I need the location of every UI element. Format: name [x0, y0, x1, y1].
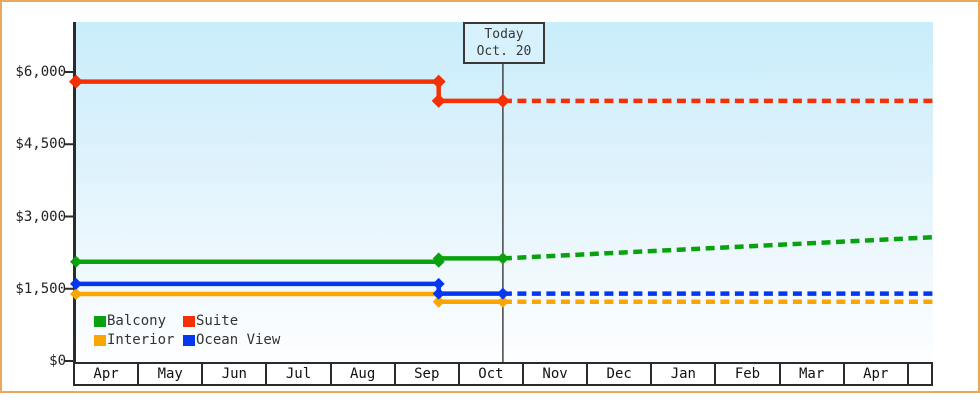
series-marker-ocean-view: [496, 287, 509, 300]
x-axis-month-label: Oct: [460, 364, 524, 384]
legend-item-interior: Interior: [94, 332, 183, 348]
x-axis-month-label: Mar: [781, 364, 845, 384]
price-chart-frame: $6,000 $4,500 $3,000 $1,500 $0 Today Oct. 20…: [0, 0, 980, 393]
series-marker-suite: [431, 74, 446, 89]
x-axis-month-label: Apr: [845, 364, 909, 384]
series-marker-balcony: [496, 252, 509, 265]
series-marker-interior: [432, 295, 445, 308]
y-axis-label: $3,000: [15, 208, 66, 225]
legend-item-suite: Suite: [183, 313, 280, 329]
y-axis-line: [73, 22, 76, 362]
y-axis-label: $0: [49, 353, 66, 369]
x-axis-month-label: Feb: [716, 364, 781, 384]
x-axis-month-label: Sep: [396, 364, 460, 384]
legend-label: Suite: [196, 313, 239, 329]
today-label: Today: [484, 27, 524, 42]
series-marker-ocean-view: [70, 277, 82, 290]
legend-item-balcony: Balcony: [94, 313, 183, 329]
y-axis-label: $4,500: [15, 136, 66, 153]
series-marker-balcony: [432, 252, 445, 265]
series-marker-suite: [495, 93, 510, 108]
x-axis-month-label: Nov: [524, 364, 589, 384]
series-marker-suite: [69, 74, 83, 89]
x-axis-month-label: Apr: [75, 364, 140, 384]
series-marker-balcony: [70, 255, 82, 268]
legend-label: Interior: [107, 332, 175, 348]
chart-legend: Balcony Suite Interior Ocean View: [94, 313, 280, 348]
y-axis-label: $1,500: [15, 280, 66, 297]
x-axis-month-strip: Apr May Jun Jul Aug Sep Oct Nov Dec Jan Feb Mar Apr: [73, 362, 933, 386]
x-axis-partial-cell: [909, 364, 931, 384]
x-axis-month-label: Jan: [652, 364, 717, 384]
today-marker-box: Today Oct. 20: [463, 22, 545, 64]
legend-item-ocean-view: Ocean View: [183, 332, 280, 348]
x-axis-month-label: Dec: [588, 364, 653, 384]
series-marker-ocean-view: [432, 277, 445, 290]
legend-label: Ocean View: [196, 332, 281, 348]
series-marker-ocean-view: [432, 287, 445, 300]
series-marker-interior: [70, 288, 82, 301]
today-date: Oct. 20: [476, 44, 532, 59]
x-axis-month-label: Jul: [267, 364, 332, 384]
x-axis-month-label: Jun: [203, 364, 268, 384]
legend-label: Balcony: [107, 313, 167, 329]
series-projection-balcony: [502, 234, 934, 261]
y-axis-label: $6,000: [15, 64, 66, 80]
legend-swatch-icon: [183, 315, 195, 327]
legend-swatch-icon: [183, 334, 195, 346]
series-marker-interior: [496, 295, 509, 308]
x-axis-month-label: May: [139, 364, 204, 384]
legend-swatch-icon: [94, 334, 106, 346]
series-history-suite: [76, 79, 503, 104]
x-axis-month-label: Aug: [332, 364, 396, 384]
legend-swatch-icon: [94, 315, 106, 327]
series-marker-suite: [431, 93, 446, 108]
